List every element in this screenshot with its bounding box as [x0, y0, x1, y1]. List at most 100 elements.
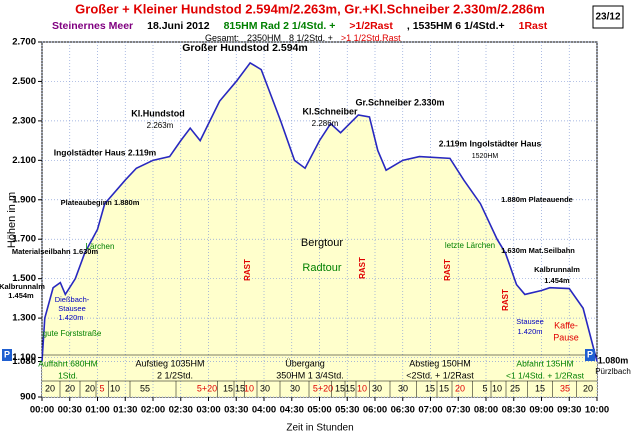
annotation: 2 1/2Std. [157, 370, 193, 380]
parking-box [2, 349, 12, 361]
annotation: Lärchen [86, 242, 115, 251]
subtitle-parts: 1Rast [519, 20, 548, 32]
annotation: 2.286m [312, 119, 339, 128]
annotation: Radtour [302, 262, 341, 274]
annotation: Plateaubeginn 1.880m [61, 198, 140, 207]
badge-box [592, 5, 624, 29]
x-tick-label: 04:00 [252, 405, 276, 416]
annotation: 2.263m [147, 121, 174, 130]
x-axis-label: Zeit in Stunden [286, 423, 353, 434]
chart-title: Großer + Kleiner Hundstod 2.594m/2.263m,… [75, 1, 545, 16]
segment-minutes: 20 [455, 383, 465, 393]
annotation: Kl.Hundstod [131, 108, 185, 118]
annotation: Aufstieg 1035HM [135, 358, 204, 368]
annotation: Dießbach- [55, 295, 90, 304]
annotation: <1 1/4Std. + 1/2Rast [506, 370, 585, 380]
y-tick-label: 2.100 [12, 155, 36, 166]
x-tick-label: 06:30 [391, 405, 415, 416]
x-tick-label: 05:30 [335, 405, 359, 416]
segment-minutes: 20 [583, 383, 593, 393]
annotation: 1.454m [544, 276, 570, 285]
subtitle-parts: 18.Juni 2012 [147, 20, 210, 32]
summary-parts: >1 1/2Std.Rast [341, 33, 401, 43]
summary-parts: Gesamt: [205, 33, 239, 43]
segment-minutes: 15 [535, 383, 545, 393]
annotation: RAST [443, 259, 452, 281]
segment-minutes: 5+20 [197, 383, 217, 393]
annotation: Kl.Schneiber [302, 106, 358, 116]
annotation: P [4, 349, 10, 359]
segment-minutes: 20 [85, 383, 95, 393]
x-tick-label: 07:00 [418, 405, 442, 416]
y-tick-label: 900 [20, 392, 36, 403]
x-tick-label: 03:00 [196, 405, 220, 416]
annotation: P [587, 349, 593, 359]
annotation: 1Std. [58, 370, 78, 380]
x-tick-label: 09:00 [529, 405, 553, 416]
annotation: 1.420m [58, 313, 83, 322]
y-tick-label: 2.300 [12, 115, 36, 126]
segment-minutes: 55 [140, 383, 150, 393]
parking-box [585, 349, 595, 361]
x-tick-label: 06:00 [363, 405, 387, 416]
annotation: Pause [553, 332, 579, 342]
segment-minutes: 5+20 [313, 383, 333, 393]
segment-minutes: 10 [492, 383, 502, 393]
segment-minutes: 15 [425, 383, 435, 393]
segment-minutes: 15 [439, 383, 449, 393]
y-tick-label: 1.900 [12, 194, 36, 205]
annotation: Bergtour [301, 237, 344, 249]
segment-minutes: 10 [110, 383, 120, 393]
chart-subtitle: Steinernes Meer 18.Juni 2012 815HM Rad 2 1… [52, 20, 548, 32]
segment-minutes: 15 [235, 383, 245, 393]
y-axis-label: Höhen in m [6, 192, 18, 248]
x-tick-label: 10:00 [585, 405, 609, 416]
annotation: Großer Hundstod 2.594m [182, 42, 307, 54]
segment-minutes: 10 [244, 383, 254, 393]
segment-minutes: 30 [290, 383, 300, 393]
annotation: RAST [501, 289, 510, 311]
annotation: Auffahrt 680HM [38, 358, 97, 368]
segment-minutes: 5 [482, 383, 487, 393]
segment-minutes: 15 [345, 383, 355, 393]
annotation: RAST [358, 257, 367, 279]
annotation: Pürzlbach [595, 367, 631, 376]
x-tick-label: 03:30 [224, 405, 248, 416]
segment-minutes: 30 [260, 383, 270, 393]
annotation: 350HM 1 3/4Std. [276, 370, 344, 380]
x-tick-label: 00:30 [58, 405, 82, 416]
x-tick-label: 00:00 [30, 405, 54, 416]
annotation: Gr.Schneiber 2.330m [355, 97, 444, 107]
segment-minutes: 10 [357, 383, 367, 393]
annotation: 1.420m [517, 327, 542, 336]
x-tick-label: 01:30 [113, 405, 137, 416]
annotation: Übergang [285, 358, 325, 368]
x-tick-label: 08:30 [502, 405, 526, 416]
annotation: Stausee [58, 304, 86, 313]
summary-parts: 8 1/2Std. + [289, 33, 333, 43]
segment-minutes: 30 [372, 383, 382, 393]
segment-minutes: 15 [223, 383, 233, 393]
x-tick-label: 02:00 [141, 405, 165, 416]
x-tick-label: 05:00 [307, 405, 331, 416]
segment-minutes: 35 [560, 383, 570, 393]
y-tick-label: 1.500 [12, 273, 36, 284]
subtitle-parts: >1/2Rast [349, 20, 393, 32]
x-tick-label: 04:30 [280, 405, 304, 416]
annotation: 1.630m Mat.Seilbahn [501, 246, 575, 255]
annotation: Abfahrt 135HM [516, 358, 573, 368]
segment-minutes: 30 [398, 383, 408, 393]
subtitle-parts: , 1535HM 6 1/4Std.+ [407, 20, 505, 32]
annotation: 1.880m Plateauende [501, 195, 573, 204]
subtitle-parts: 815HM Rad 2 1/4Std. + [224, 20, 336, 32]
summary-parts: 2350HM [247, 33, 281, 43]
annotation: 2.119m Ingolstädter Haus [439, 138, 542, 148]
subtitle-parts: Steinernes Meer [52, 20, 133, 32]
annotation: <2Std. + 1/2Rast [406, 370, 474, 380]
segment-minutes: 20 [65, 383, 75, 393]
elevation-line [41, 61, 598, 362]
x-tick-label: 01:00 [85, 405, 109, 416]
annotation: letzte Lärchen [445, 241, 495, 250]
annotation: Materialseilbahn 1.630m [12, 247, 99, 256]
